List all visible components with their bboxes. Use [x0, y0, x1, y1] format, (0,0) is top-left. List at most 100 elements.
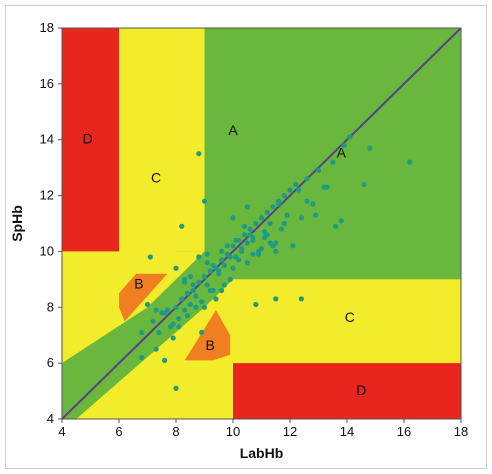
data-point [201, 304, 208, 310]
data-point [196, 254, 202, 260]
data-point [139, 329, 145, 335]
data-point [256, 251, 262, 257]
data-point [196, 279, 202, 285]
y-tick-label: 10 [40, 243, 54, 258]
data-point [176, 324, 182, 330]
data-point [298, 215, 304, 221]
y-axis-title: SpHb [9, 205, 25, 242]
data-point [296, 187, 302, 193]
data-point [224, 243, 230, 249]
data-point [153, 307, 159, 313]
x-tick-label: 10 [226, 424, 240, 439]
data-point [196, 151, 202, 157]
data-point [193, 304, 199, 310]
data-point [233, 237, 239, 243]
data-point [253, 301, 259, 308]
data-point [230, 215, 236, 221]
data-point [190, 282, 196, 288]
axes: 4 6 8 10 12 14 16 18 4 6 8 10 12 14 16 18 LabHb SpHb [9, 20, 468, 461]
data-point [270, 243, 276, 249]
data-point [241, 232, 247, 238]
x-tick-label: 12 [283, 424, 297, 439]
data-point [236, 257, 242, 263]
data-point [150, 318, 156, 324]
data-point [219, 257, 225, 263]
data-point [284, 212, 290, 218]
data-point [298, 296, 304, 302]
data-point [287, 187, 293, 193]
data-point [201, 274, 208, 280]
data-point [341, 142, 347, 148]
zone-label-D: D [356, 382, 366, 398]
x-tick-label: 14 [340, 424, 354, 439]
data-point [273, 296, 279, 302]
data-point [219, 287, 225, 294]
zone-label-D: D [83, 130, 93, 146]
identity-line [62, 28, 461, 419]
data-point [244, 204, 250, 210]
data-point [176, 315, 182, 322]
data-point [162, 357, 168, 363]
zone-B-region-1 [119, 273, 168, 322]
data-point [201, 198, 208, 204]
data-point [264, 232, 270, 238]
data-point [182, 307, 188, 313]
y-tick-label: 6 [47, 355, 54, 370]
data-point [258, 215, 265, 221]
x-tick-label: 8 [172, 424, 179, 439]
zone-labels: A A B B C C D D [83, 122, 367, 398]
y-tick-label: 12 [40, 188, 54, 203]
data-point [170, 335, 176, 341]
x-axis-title: LabHb [240, 445, 284, 461]
data-point [210, 262, 216, 268]
data-point [164, 307, 170, 313]
data-point [139, 355, 145, 361]
data-point [304, 198, 310, 204]
zone-D-region-2 [233, 363, 461, 419]
identity-line-layer [62, 28, 461, 419]
data-point [199, 299, 205, 305]
y-tick-label: 16 [40, 76, 54, 91]
data-point [193, 293, 199, 299]
data-point [281, 220, 287, 227]
zone-C-region-1 [119, 28, 205, 252]
data-point [310, 201, 316, 207]
data-point [207, 268, 213, 274]
x-tick-label: 18 [454, 424, 468, 439]
data-point [244, 260, 250, 266]
data-point [187, 301, 193, 308]
data-point [270, 204, 276, 210]
data-point [204, 260, 210, 266]
data-point [361, 181, 367, 187]
data-points [139, 134, 413, 391]
data-point [247, 232, 253, 238]
zone-label-B: B [134, 276, 143, 292]
data-point [253, 220, 259, 227]
zone-label-A: A [337, 144, 347, 160]
data-point [315, 167, 322, 173]
x-tick-label: 4 [58, 424, 65, 439]
data-point [258, 246, 265, 252]
data-point [264, 209, 270, 215]
zone-label-B: B [206, 337, 215, 353]
data-point [213, 296, 219, 302]
x-tick-label: 16 [397, 424, 411, 439]
zone-D-region-1 [62, 28, 119, 252]
data-point [324, 184, 330, 190]
data-point [241, 223, 247, 229]
data-point [179, 223, 185, 229]
data-point [293, 181, 299, 187]
data-point [147, 254, 153, 260]
data-point [184, 313, 190, 319]
data-point [227, 254, 233, 260]
data-point [221, 282, 227, 288]
data-point [281, 193, 287, 199]
data-point [170, 321, 176, 327]
data-point [313, 212, 319, 218]
data-point [173, 265, 179, 271]
data-point [247, 226, 253, 232]
data-point [338, 218, 344, 224]
data-point [190, 287, 196, 294]
zone-label-C: C [151, 170, 161, 186]
